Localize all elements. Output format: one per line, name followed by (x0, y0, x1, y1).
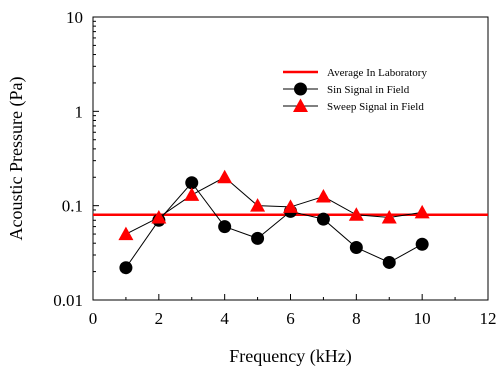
y-tick-label: 10 (66, 8, 83, 27)
x-tick-label: 10 (414, 309, 431, 328)
y-tick-label: 1 (75, 102, 84, 121)
x-tick-label: 6 (286, 309, 295, 328)
data-point (348, 207, 364, 221)
y-tick-label: 0.01 (53, 291, 83, 310)
data-point (414, 204, 430, 219)
x-tick-label: 12 (480, 309, 497, 328)
x-axis-title: Frequency (kHz) (229, 346, 351, 367)
axes: 0 2 4 6 8 10 12 0.01 0.1 1 10 (53, 8, 496, 328)
legend-label: Sweep Signal in Field (327, 101, 424, 113)
data-point (119, 261, 133, 275)
series-circle (119, 176, 429, 275)
data-point (250, 198, 266, 212)
series-line (125, 176, 423, 235)
data-point (315, 189, 331, 203)
data-point (151, 209, 167, 224)
legend-label: Sin Signal in Field (327, 84, 410, 96)
data-point (316, 212, 330, 226)
data-point (283, 199, 298, 213)
data-point (381, 209, 397, 224)
data-point (415, 237, 429, 251)
x-tick-label: 2 (155, 309, 164, 328)
x-tick-label: 0 (89, 309, 98, 328)
x-tick-label: 8 (352, 309, 361, 328)
legend-label: Average In Laboratory (327, 67, 427, 79)
legend-swatch-marker (294, 82, 307, 96)
data-point (217, 169, 233, 184)
data-point (185, 176, 199, 190)
legend-swatch-marker (293, 98, 308, 112)
y-tick-label: 0.1 (62, 197, 83, 216)
data-point (382, 255, 396, 269)
data-point (218, 220, 232, 234)
series-layer (118, 169, 430, 275)
series-triangle (118, 169, 430, 241)
x-tick-label: 4 (220, 309, 229, 328)
data-point (349, 241, 363, 255)
data-point (184, 187, 200, 201)
y-axis-title: Acoustic Pressure (Pa) (6, 77, 27, 241)
data-point (251, 231, 265, 245)
series-line (125, 181, 423, 268)
plot-frame (92, 16, 489, 301)
legend: Average In Laboratory Sin Signal in Field… (283, 67, 427, 113)
data-point (118, 226, 134, 241)
